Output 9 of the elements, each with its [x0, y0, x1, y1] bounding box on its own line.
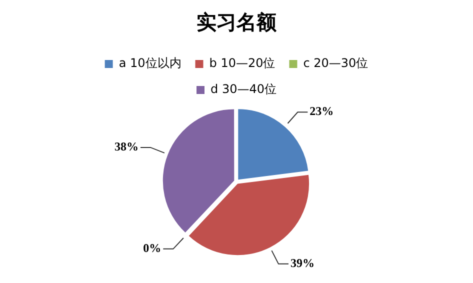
data-label: 38%	[114, 140, 138, 154]
data-label: 39%	[290, 256, 314, 270]
data-label: 23%	[310, 104, 334, 118]
legend-label: d 30—40位	[210, 82, 276, 96]
legend-label: c 20—30位	[303, 56, 368, 70]
legend-label: a 10位以内	[118, 56, 182, 70]
legend-label: b 10—20位	[209, 56, 276, 70]
text: 0%	[143, 241, 162, 256]
chart-title: 实习名额	[196, 10, 278, 34]
